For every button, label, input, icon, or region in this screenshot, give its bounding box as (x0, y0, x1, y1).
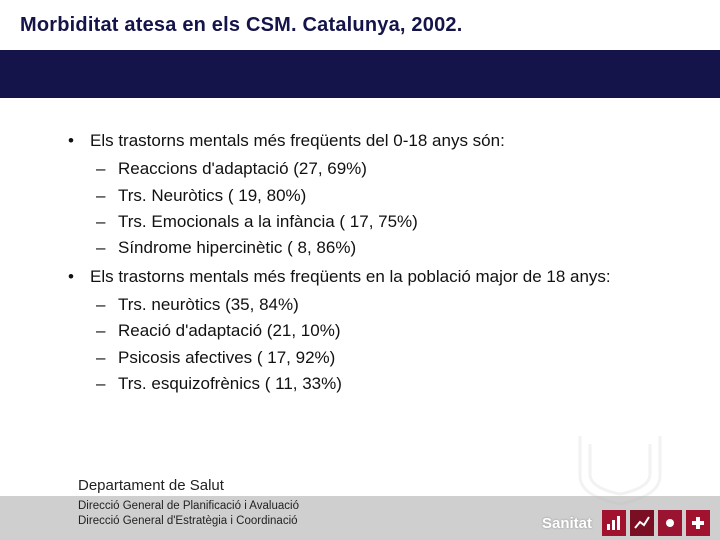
sub-item: Trs. Emocionals a la infància ( 17, 75%) (90, 209, 658, 235)
bullet-text: Els trastorns mentals més freqüents en l… (90, 267, 611, 286)
footer-line-1: Direcció General de Planificació i Avalu… (78, 500, 299, 512)
slide: Morbiditat atesa en els CSM. Catalunya, … (0, 0, 720, 540)
bullet-item: Els trastorns mentals més freqüents del … (68, 128, 658, 262)
bullet-list: Els trastorns mentals més freqüents del … (68, 128, 658, 397)
sub-item: Trs. Neuròtics ( 19, 80%) (90, 183, 658, 209)
footer-line-2: Direcció General d'Estratègia i Coordina… (78, 515, 298, 527)
bullet-item: Els trastorns mentals més freqüents en l… (68, 264, 658, 398)
footer-department: Departament de Salut (78, 477, 224, 494)
bullet-text: Els trastorns mentals més freqüents del … (90, 131, 505, 150)
footer-brand: Sanitat (542, 515, 592, 532)
square-bars-icon (602, 510, 626, 536)
sub-item: Síndrome hipercinètic ( 8, 86%) (90, 235, 658, 261)
content-area: Els trastorns mentals més freqüents del … (68, 128, 658, 399)
square-line-icon (630, 510, 654, 536)
square-dot-icon (658, 510, 682, 536)
footer: Departament de Salut Direcció General de… (0, 454, 720, 540)
sub-item: Psicosis afectives ( 17, 92%) (90, 345, 658, 371)
sub-item: Trs. esquizofrènics ( 11, 33%) (90, 371, 658, 397)
slide-title: Morbiditat atesa en els CSM. Catalunya, … (20, 14, 462, 37)
title-white-band: Morbiditat atesa en els CSM. Catalunya, … (0, 0, 720, 50)
title-band: Morbiditat atesa en els CSM. Catalunya, … (0, 0, 720, 98)
sub-item: Reaccions d'adaptació (27, 69%) (90, 156, 658, 182)
sub-list: Trs. neuròtics (35, 84%) Reació d'adapta… (90, 292, 658, 397)
sub-item: Trs. neuròtics (35, 84%) (90, 292, 658, 318)
title-navy-band (0, 50, 720, 98)
watermark-crest-icon (560, 426, 680, 506)
sub-list: Reaccions d'adaptació (27, 69%) Trs. Neu… (90, 156, 658, 261)
sub-item: Reació d'adaptació (21, 10%) (90, 318, 658, 344)
footer-icon-squares (602, 510, 710, 536)
square-cross-icon (686, 510, 710, 536)
